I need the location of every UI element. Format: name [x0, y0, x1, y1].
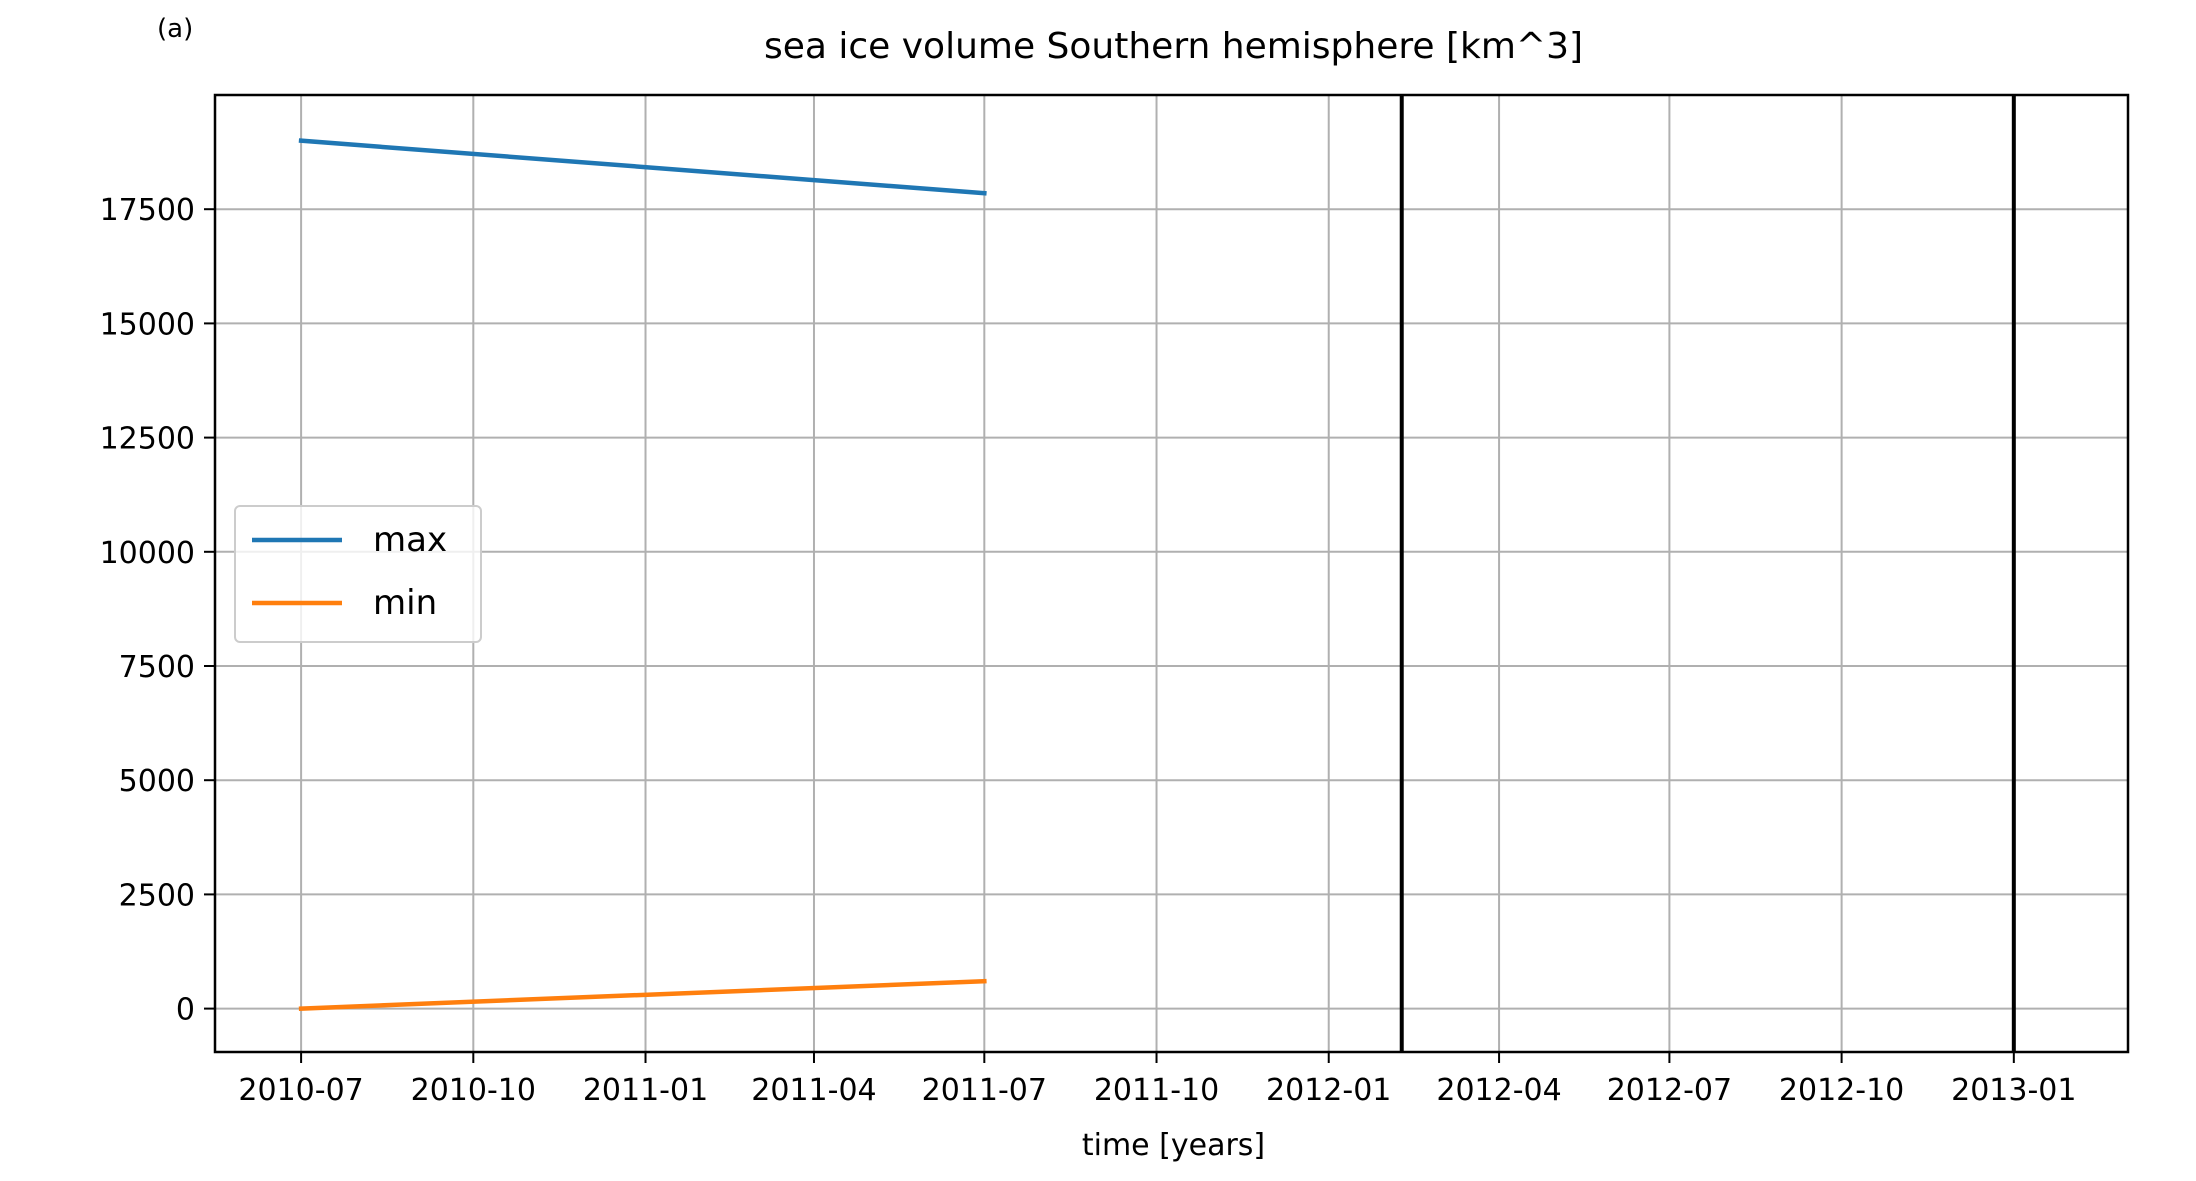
grid-lines — [215, 95, 2128, 1052]
series-line-max — [298, 138, 987, 196]
plot-frame — [213, 93, 2130, 1054]
x-tick-label: 2012-07 — [1607, 1073, 1732, 1108]
x-tick-label: 2010-07 — [238, 1073, 363, 1108]
x-tick-label: 2012-10 — [1779, 1073, 1904, 1108]
x-tick-label: 2010-10 — [411, 1073, 536, 1108]
series-lines — [298, 138, 987, 1011]
y-axis-ticks: 0 2500 5000 7500 10000 12500 15000 17500 — [100, 193, 215, 1028]
legend: max min — [234, 505, 482, 643]
y-tick-label: 15000 — [100, 307, 195, 342]
y-tick-label: 10000 — [100, 536, 195, 571]
x-tick-label: 2012-04 — [1436, 1073, 1561, 1108]
series-line-min — [298, 978, 987, 1011]
x-tick-label: 2012-01 — [1266, 1073, 1391, 1108]
vertical-marker-lines — [1399, 95, 2016, 1052]
y-tick-label: 17500 — [100, 193, 195, 228]
legend-label-max: max — [373, 520, 447, 560]
y-tick-label: 0 — [176, 993, 195, 1028]
x-tick-label: 2013-01 — [1951, 1073, 2076, 1108]
y-tick-label: 5000 — [119, 764, 195, 799]
x-axis-ticks: 2010-07 2010-10 2011-01 2011-04 2011-07 2011-… — [238, 1052, 2076, 1108]
panel-label: (a) — [157, 14, 194, 44]
x-tick-label: 2011-01 — [583, 1073, 708, 1108]
y-tick-label: 2500 — [119, 878, 195, 913]
x-tick-label: 2011-10 — [1094, 1073, 1219, 1108]
y-tick-label: 7500 — [119, 650, 195, 685]
x-tick-label: 2011-07 — [922, 1073, 1047, 1108]
x-tick-label: 2011-04 — [751, 1073, 876, 1108]
legend-label-min: min — [373, 583, 437, 623]
y-tick-label: 12500 — [100, 422, 195, 457]
